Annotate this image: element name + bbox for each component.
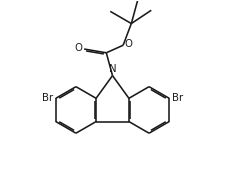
Text: O: O xyxy=(124,39,133,49)
Text: O: O xyxy=(74,43,82,53)
Text: Br: Br xyxy=(172,93,183,103)
Text: Br: Br xyxy=(42,93,53,103)
Text: N: N xyxy=(109,64,116,74)
